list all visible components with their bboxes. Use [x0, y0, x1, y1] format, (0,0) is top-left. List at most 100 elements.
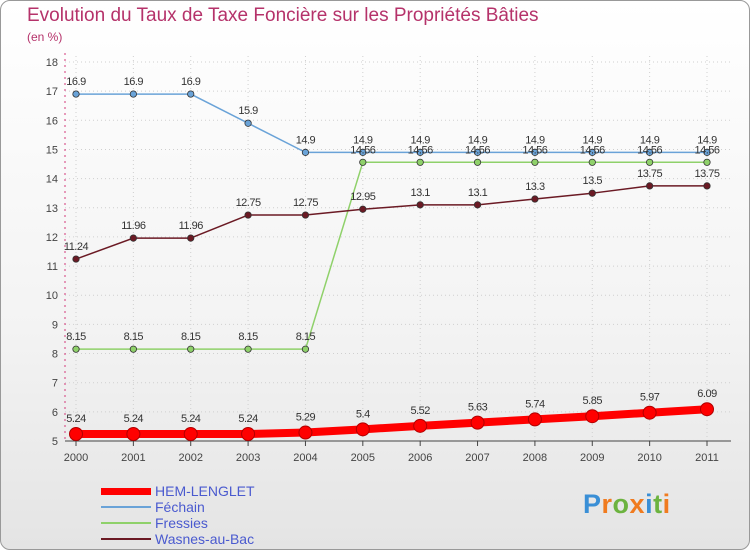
data-label: 5.29 — [296, 412, 316, 424]
proxiti-logo: Proxiti — [583, 489, 671, 520]
data-label: 8.15 — [296, 331, 316, 343]
data-point — [129, 234, 137, 242]
legend-label: HEM-LENGLET — [155, 483, 255, 499]
x-tick-label: 2003 — [236, 452, 260, 464]
legend-item: HEM-LENGLET — [101, 483, 255, 499]
data-point — [244, 119, 252, 127]
data-point — [416, 201, 424, 209]
data-point — [416, 148, 424, 156]
data-label: 6.09 — [697, 388, 717, 400]
data-label: 13.3 — [525, 181, 545, 193]
data-label: 16.9 — [66, 76, 86, 88]
data-label: 5.4 — [356, 408, 370, 420]
data-point — [531, 158, 539, 166]
data-point — [244, 345, 252, 353]
data-point — [413, 418, 428, 433]
data-label: 12.75 — [236, 197, 261, 209]
data-label: 5.52 — [410, 405, 430, 417]
x-tick-label: 2000 — [64, 452, 88, 464]
data-point — [473, 201, 482, 209]
data-label: 11.96 — [121, 220, 146, 232]
x-tick-label: 2007 — [465, 452, 489, 464]
data-point — [298, 425, 313, 440]
data-label: 5.63 — [468, 402, 488, 414]
data-label: 16.9 — [124, 76, 144, 88]
series-line-0 — [72, 405, 711, 439]
data-point — [585, 409, 600, 424]
data-point — [72, 345, 80, 353]
data-label: 14.56 — [694, 144, 719, 156]
data-label: 5.24 — [124, 413, 144, 425]
data-point — [72, 90, 80, 98]
data-label: 13.5 — [583, 175, 603, 187]
logo-letter: r — [601, 489, 613, 519]
data-label: 12.75 — [293, 197, 318, 209]
legend-swatch — [101, 487, 151, 495]
y-tick-label: 9 — [52, 319, 58, 331]
logo-letter: o — [612, 489, 630, 519]
legend-label: Féchain — [155, 499, 205, 515]
y-tick-label: 14 — [46, 174, 58, 186]
y-tick-label: 6 — [52, 407, 58, 419]
data-point — [359, 148, 367, 156]
series-line-3 — [75, 185, 708, 260]
data-point — [183, 427, 198, 442]
y-tick-label: 7 — [52, 378, 58, 390]
data-point — [187, 345, 195, 353]
x-tick-label: 2008 — [523, 452, 547, 464]
data-label: 5.97 — [640, 392, 660, 404]
data-label: 5.24 — [238, 413, 258, 425]
logo-letter: i — [662, 489, 671, 519]
data-label: 14.56 — [350, 144, 375, 156]
data-point — [187, 234, 195, 242]
data-point — [700, 402, 714, 417]
x-tick-label: 2005 — [351, 452, 375, 464]
data-label: 14.9 — [525, 134, 545, 146]
data-label: 5.85 — [583, 395, 603, 407]
logo-letter: t — [653, 489, 663, 519]
data-point — [703, 158, 711, 166]
logo-letter: x — [629, 489, 646, 519]
series-line-2 — [75, 161, 708, 350]
x-tick-label: 2009 — [580, 452, 604, 464]
data-label: 8.15 — [66, 331, 86, 343]
logo-letter: i — [645, 489, 654, 519]
data-point — [642, 405, 657, 420]
x-tick-label: 2001 — [121, 452, 145, 464]
data-label: 5.24 — [66, 413, 86, 425]
data-label: 11.96 — [179, 220, 204, 232]
data-label: 14.9 — [410, 134, 430, 146]
data-point — [531, 148, 539, 156]
data-point — [72, 255, 80, 263]
data-point — [126, 427, 141, 442]
y-tick-label: 10 — [46, 290, 58, 302]
chart-unit: (en %) — [27, 30, 63, 44]
data-point — [588, 189, 596, 197]
x-tick-label: 2010 — [637, 452, 661, 464]
data-point — [473, 148, 482, 156]
data-point — [588, 158, 596, 166]
legend-swatch — [101, 522, 151, 524]
data-label: 14.56 — [637, 144, 662, 156]
data-label: 15.9 — [238, 105, 258, 117]
y-tick-label: 13 — [46, 203, 58, 215]
data-label: 13.75 — [637, 168, 662, 180]
y-tick-label: 12 — [46, 232, 58, 244]
data-point — [359, 158, 367, 166]
data-label: 14.9 — [697, 134, 717, 146]
data-point — [470, 415, 485, 430]
data-label: 14.9 — [353, 134, 373, 146]
x-tick-label: 2002 — [178, 452, 202, 464]
data-point — [588, 148, 596, 156]
legend-label: Wasnes-au-Bac — [155, 531, 255, 547]
data-point — [301, 211, 310, 219]
data-point — [473, 158, 482, 166]
data-point — [646, 158, 654, 166]
x-tick-label: 2004 — [293, 452, 317, 464]
y-tick-label: 15 — [46, 144, 58, 156]
data-label: 8.15 — [238, 331, 258, 343]
legend-label: Fressies — [155, 515, 208, 531]
data-label: 5.74 — [525, 398, 545, 410]
